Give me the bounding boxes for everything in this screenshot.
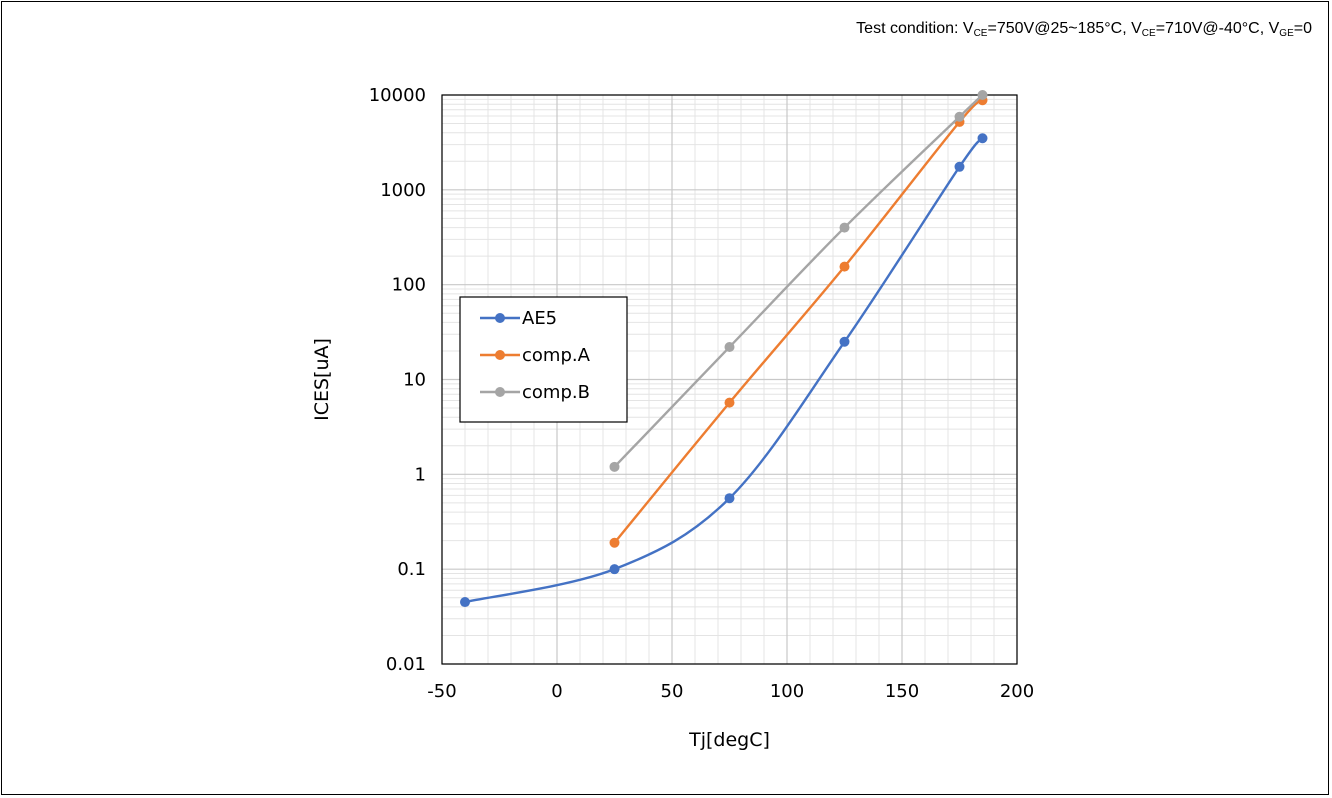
legend-marker	[495, 313, 505, 323]
x-tick-label: 150	[885, 681, 919, 702]
legend: AE5 comp.A comp.B	[459, 296, 628, 423]
legend-label: AE5	[522, 308, 557, 329]
x-tick-label: -50	[427, 681, 456, 702]
y-tick-label: 0.1	[397, 559, 426, 580]
x-tick-label: 100	[770, 681, 804, 702]
data-point	[724, 342, 735, 353]
y-axis-label: ICES[uA]	[311, 338, 333, 421]
series-line-comp-a	[613, 99, 984, 544]
data-point	[724, 493, 735, 504]
y-tick-label: 1000	[380, 180, 426, 201]
series-line-ae5	[464, 137, 984, 604]
data-point	[609, 564, 620, 575]
legend-label: comp.A	[522, 345, 591, 366]
data-point	[609, 537, 620, 548]
data-point	[724, 397, 735, 408]
data-point	[977, 133, 988, 144]
x-tick-label: 50	[661, 681, 684, 702]
legend-label: comp.B	[522, 382, 590, 403]
test-condition-annotation: Test condition: VCE=750V@25~185°C, VCE=7…	[856, 20, 1312, 39]
y-tick-label: 1	[415, 464, 426, 485]
y-tick-label: 100	[392, 275, 426, 296]
x-tick-label: 200	[1000, 681, 1034, 702]
legend-marker	[495, 350, 505, 360]
y-tick-label: 10	[403, 370, 426, 391]
data-point	[839, 336, 850, 347]
tick-labels: -50 0 50 100 150 200 0.01 0.1 1 10 100 1000 10000	[369, 85, 1034, 702]
x-tick-label: 0	[551, 681, 562, 702]
data-point	[954, 111, 965, 122]
data-point	[609, 461, 620, 472]
data-point	[977, 90, 988, 100]
legend-marker	[495, 387, 505, 397]
data-point	[839, 261, 850, 272]
y-tick-label: 10000	[369, 85, 426, 106]
plot-area	[441, 94, 1018, 665]
data-point	[460, 597, 470, 608]
x-axis-label: Tj[degC]	[688, 729, 770, 751]
data-point	[839, 222, 850, 233]
y-tick-label: 0.01	[386, 654, 426, 675]
series-layer	[460, 90, 988, 608]
data-point	[954, 161, 965, 172]
